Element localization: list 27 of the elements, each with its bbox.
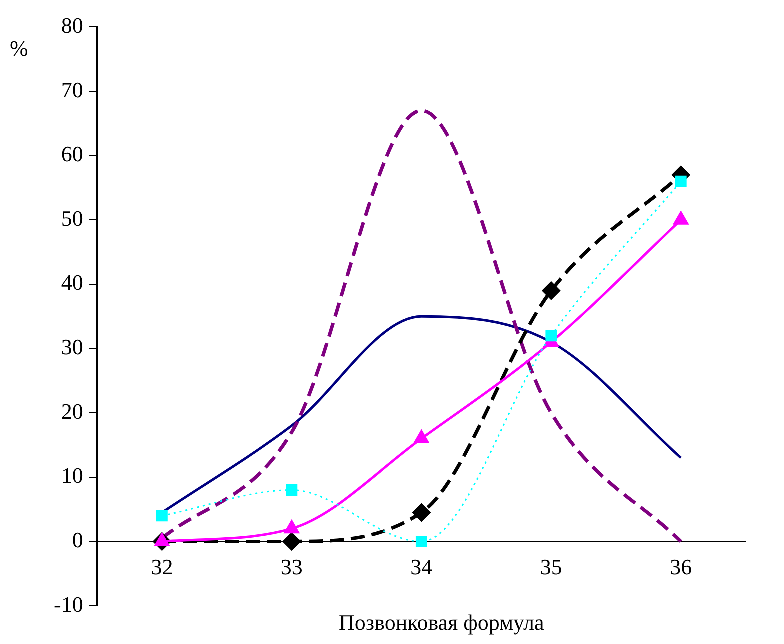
y-tick-label: 10 — [61, 463, 84, 488]
point — [412, 504, 430, 522]
point — [284, 520, 300, 534]
point — [675, 176, 687, 188]
x-tick-label: 32 — [151, 554, 174, 580]
y-tick-label: 50 — [61, 206, 84, 231]
y-tick-label: 40 — [61, 270, 84, 296]
x-tick-label: 33 — [280, 554, 303, 580]
point — [286, 484, 298, 496]
y-tick-label: 30 — [61, 334, 84, 360]
point — [414, 430, 429, 444]
x-tick-label: 35 — [540, 554, 562, 580]
point — [542, 282, 560, 300]
y-tick-label: 70 — [61, 77, 84, 102]
y-tick-label: -10 — [54, 592, 84, 617]
point — [156, 510, 168, 522]
x-axis-title: Позвонковая формула — [339, 610, 545, 635]
point — [546, 330, 558, 342]
y-tick-label: 80 — [61, 12, 84, 38]
x-tick-label: 36 — [670, 554, 692, 580]
point — [283, 532, 301, 550]
y-tick-label: 60 — [61, 142, 84, 167]
x-tick-label: 34 — [410, 554, 433, 580]
y-tick-label: 0 — [72, 527, 84, 552]
y-axis-title: % — [10, 36, 28, 61]
point — [416, 536, 428, 548]
y-tick-label: 20 — [61, 398, 84, 424]
